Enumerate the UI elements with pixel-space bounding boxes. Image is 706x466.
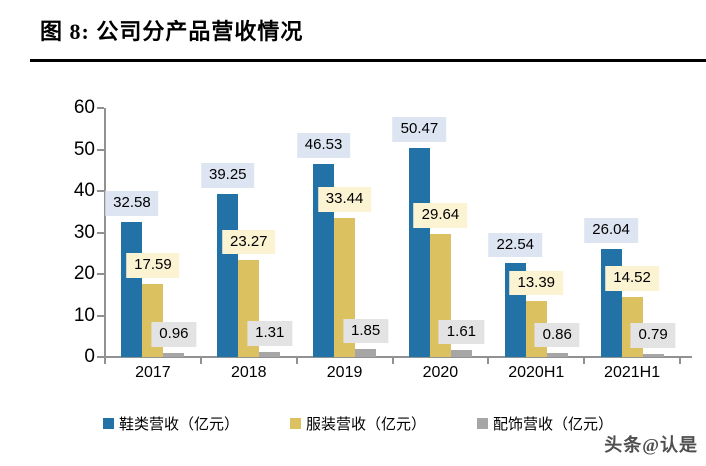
x-tick-mark	[295, 358, 298, 364]
y-tick-label: 0	[84, 346, 95, 367]
bar-value-label: 50.47	[392, 116, 447, 142]
bar-value-label: 14.52	[605, 266, 659, 291]
bar-value-label: 1.85	[342, 318, 389, 344]
plot-area: 0 10 20 30 40 50 60 32.58 17.59 0.96 39.25 23.27 1.…	[74, 97, 692, 381]
bar-value-label: 13.39	[509, 270, 564, 296]
bar-value-label: 1.61	[438, 319, 485, 345]
x-category-label: 2021H1	[604, 364, 661, 381]
bar-value-label: 0.79	[630, 322, 676, 348]
legend-swatch	[290, 418, 302, 429]
x-tick-mark	[104, 358, 106, 364]
y-tick-label: 30	[73, 221, 95, 243]
bar-value-label: 22.54	[488, 232, 543, 258]
bar-value-label: 23.27	[221, 229, 276, 255]
bar	[259, 351, 281, 357]
bar	[546, 353, 568, 357]
x-category-label: 2019	[326, 364, 363, 381]
legend-swatch	[103, 418, 114, 429]
bar-value-label: 32.58	[105, 191, 159, 216]
bar	[163, 353, 185, 357]
x-category-label: 2017	[135, 364, 171, 381]
title-underline	[30, 59, 706, 62]
x-tick-mark	[487, 358, 490, 364]
x-tick-mark	[679, 358, 681, 364]
y-tick-label: 10	[73, 304, 95, 326]
legend-label: 鞋类营收（亿元）	[119, 417, 240, 433]
x-axis-line	[104, 356, 692, 358]
bar-value-label: 29.64	[413, 203, 468, 228]
x-tick-mark	[199, 358, 202, 364]
bar-value-label: 0.86	[534, 322, 580, 348]
bar	[642, 353, 664, 357]
y-tick-label: 40	[73, 180, 95, 201]
bar-value-label: 0.96	[151, 322, 197, 348]
bar	[121, 221, 143, 357]
y-tick-mark	[97, 273, 104, 275]
legend-item: 配饰营收（亿元）	[477, 413, 613, 434]
x-category-label: 2020	[422, 364, 459, 381]
bar-value-label: 17.59	[126, 253, 180, 279]
bar-value-label: 33.44	[317, 187, 372, 213]
figure-title: 图 8: 公司分产品营收情况	[40, 19, 304, 44]
bar	[408, 147, 430, 357]
bar	[217, 194, 239, 357]
y-tick-mark	[97, 356, 104, 358]
y-tick-mark	[97, 190, 104, 192]
x-tick-mark	[391, 358, 394, 364]
legend-item: 鞋类营收（亿元）	[103, 413, 239, 434]
legend-swatch	[477, 418, 489, 429]
legend-item: 服装营收（亿元）	[290, 413, 426, 434]
y-tick-mark	[97, 231, 104, 234]
bar-value-label: 39.25	[200, 163, 255, 189]
bar-value-label: 46.53	[296, 133, 351, 158]
y-tick-label: 60	[73, 97, 95, 118]
y-axis-line	[104, 108, 106, 357]
x-category-label: 2020H1	[508, 364, 565, 381]
y-tick-label: 20	[73, 263, 95, 284]
y-tick-label: 50	[73, 138, 95, 160]
legend-label: 服装营收（亿元）	[306, 417, 427, 433]
y-tick-mark	[97, 148, 104, 151]
watermark: 头条@认是	[604, 435, 698, 455]
x-tick-mark	[583, 358, 586, 364]
x-category-label: 2018	[230, 364, 267, 381]
legend: 鞋类营收（亿元） 服装营收（亿元） 配饰营收（亿元）	[103, 413, 613, 434]
bar-value-label: 1.31	[247, 320, 293, 346]
y-tick-mark	[97, 107, 104, 109]
bar	[450, 350, 472, 357]
legend-label: 配饰营收（亿元）	[493, 417, 614, 433]
y-tick-mark	[97, 314, 104, 317]
bar	[355, 349, 377, 357]
bar-value-label: 26.04	[584, 218, 638, 243]
